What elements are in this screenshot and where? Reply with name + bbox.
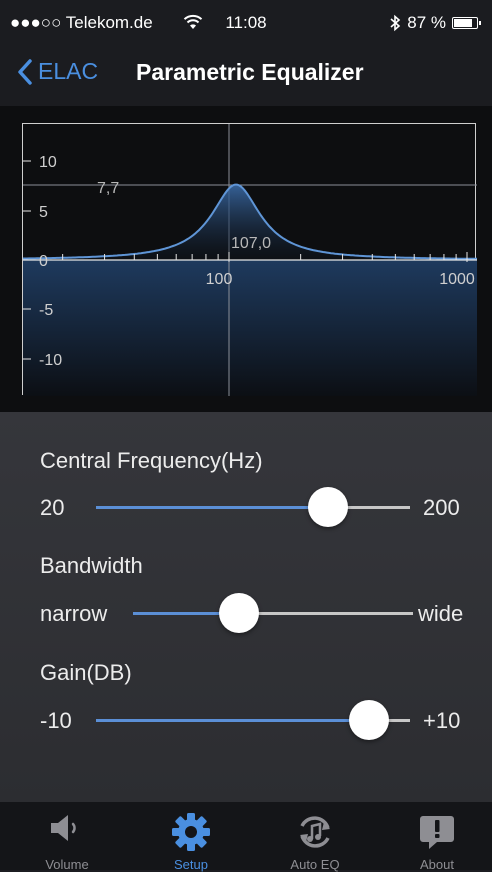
tab-about-label: About xyxy=(420,857,454,872)
back-label: ELAC xyxy=(38,58,99,84)
eq-curve-fill xyxy=(23,184,477,260)
tab-bar: Volume Setup xyxy=(0,802,492,872)
frequency-label: Central Frequency(Hz) xyxy=(40,448,263,473)
tab-auto-eq[interactable]: Auto EQ xyxy=(265,802,365,872)
battery-icon xyxy=(452,17,481,29)
tab-auto-eq-label: Auto EQ xyxy=(290,857,340,872)
eq-graph-panel: 10 5 0 -5 -10 100 1000 7,7 107,0 xyxy=(0,106,492,412)
eq-curve xyxy=(23,183,477,260)
frequency-max-label: 200 xyxy=(423,495,460,520)
gear-icon xyxy=(172,813,210,851)
gain-slider-thumb[interactable] xyxy=(349,700,390,740)
bandwidth-max-label: wide xyxy=(418,601,464,626)
bandwidth-track-empty xyxy=(239,612,413,615)
svg-text:-5: -5 xyxy=(39,302,53,319)
bandwidth-slider[interactable] xyxy=(0,593,492,633)
frequency-track-filled xyxy=(96,506,329,509)
bandwidth-min-label: narrow xyxy=(40,601,108,626)
negative-gain-area xyxy=(23,260,477,396)
peak-frequency-label: 107,0 xyxy=(231,235,271,252)
gain-max-label: +10 xyxy=(423,708,461,733)
battery-percent: 87 % xyxy=(407,13,446,32)
svg-text:-10: -10 xyxy=(39,352,62,369)
x-tick-1000: 1000 xyxy=(439,271,475,288)
clock: 11:08 xyxy=(225,13,267,32)
gain-slider[interactable] xyxy=(0,700,492,740)
gain-track-filled xyxy=(96,719,370,722)
y-tick-0: 0 xyxy=(39,253,48,270)
speaker-icon xyxy=(51,815,76,841)
y-tick-10: 10 xyxy=(23,154,57,171)
svg-text:5: 5 xyxy=(39,204,48,221)
controls-panel: Central Frequency(Hz) 20 200 Bandwidth n… xyxy=(0,412,492,802)
svg-text:10: 10 xyxy=(39,154,57,171)
gain-min-label: -10 xyxy=(40,708,72,733)
bandwidth-track-filled xyxy=(133,612,240,615)
gain-track-empty xyxy=(369,719,410,722)
x-tick-100: 100 xyxy=(206,271,233,288)
frequency-min-label: 20 xyxy=(40,495,65,520)
bandwidth-slider-thumb[interactable] xyxy=(219,593,260,633)
svg-text:0: 0 xyxy=(39,253,48,270)
y-tick-5: 5 xyxy=(23,204,48,221)
y-tick-minus-5: -5 xyxy=(23,302,53,319)
status-bar: ●●●○○ Telekom.de 11:08 87 % xyxy=(0,0,492,44)
auto-eq-icon xyxy=(300,816,330,848)
page-title: Parametric Equalizer xyxy=(136,59,364,85)
frequency-slider[interactable] xyxy=(0,487,492,527)
tab-setup[interactable]: Setup xyxy=(141,802,241,872)
frequency-track-empty xyxy=(328,506,410,509)
bandwidth-label: Bandwidth xyxy=(40,553,143,578)
tab-about[interactable]: About xyxy=(387,802,487,872)
y-tick-minus-10: -10 xyxy=(23,352,62,369)
wifi-icon xyxy=(183,14,203,29)
tab-volume-label: Volume xyxy=(45,857,89,872)
peak-gain-label: 7,7 xyxy=(97,180,119,197)
frequency-slider-thumb[interactable] xyxy=(308,487,349,527)
chevron-left-icon xyxy=(18,58,32,85)
tab-setup-label: Setup xyxy=(174,857,208,872)
back-button[interactable]: ELAC xyxy=(18,58,98,85)
carrier-label: ●●●○○ Telekom.de xyxy=(10,13,153,32)
bluetooth-icon xyxy=(390,14,401,32)
gain-label: Gain(DB) xyxy=(40,660,132,685)
eq-graph: 10 5 0 -5 -10 100 1000 7,7 107,0 xyxy=(22,123,477,396)
navigation-bar: ELAC Parametric Equalizer xyxy=(0,44,492,106)
info-bubble-icon xyxy=(420,816,454,849)
tab-volume[interactable]: Volume xyxy=(17,802,117,872)
